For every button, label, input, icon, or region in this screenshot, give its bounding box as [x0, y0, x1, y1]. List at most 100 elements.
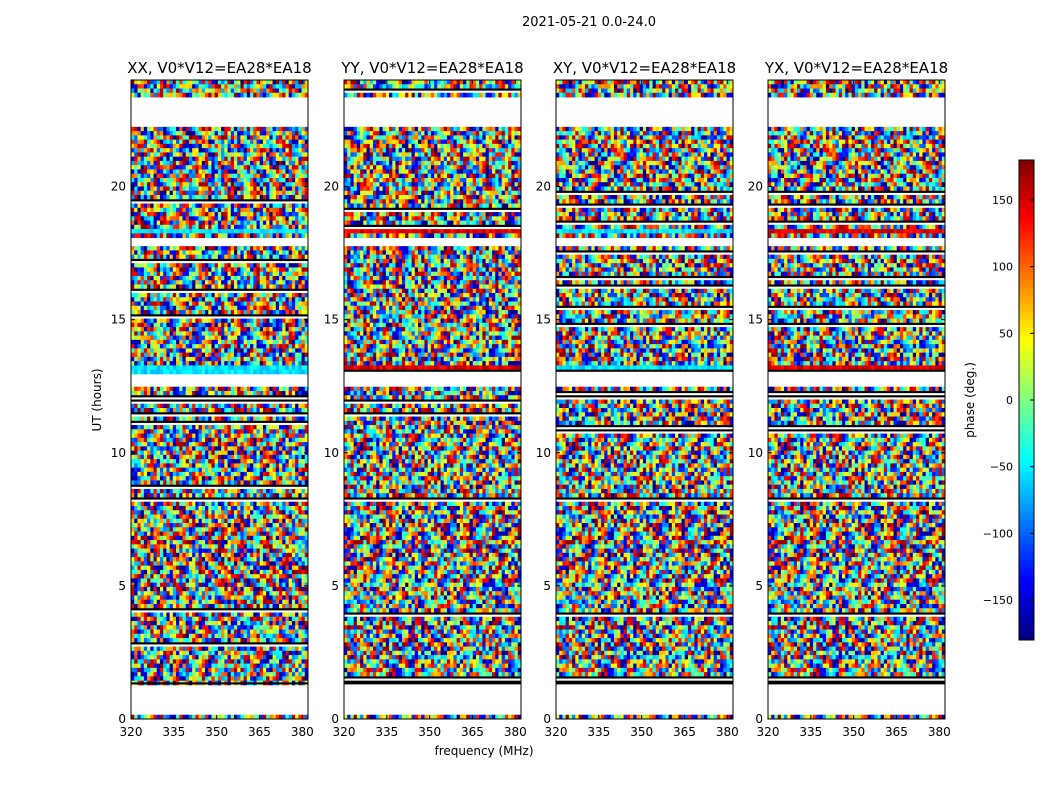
- colorbar-segment: [1019, 440, 1034, 445]
- colorbar-segment: [1019, 528, 1034, 533]
- colorbar-segment: [1019, 420, 1034, 425]
- colorbar-segment: [1019, 308, 1034, 313]
- colorbar-segment: [1019, 372, 1034, 377]
- x-tick-label: 380: [291, 725, 314, 739]
- colorbar-segment: [1019, 292, 1034, 297]
- colorbar-segment: [1019, 244, 1034, 249]
- colorbar-segment: [1019, 456, 1034, 461]
- colorbar-segment: [1019, 492, 1034, 497]
- colorbar-segment: [1019, 468, 1034, 473]
- colorbar-segment: [1019, 512, 1034, 517]
- colorbar-segment: [1019, 224, 1034, 229]
- colorbar-segment: [1019, 268, 1034, 273]
- axes-frame: [555, 79, 734, 720]
- colorbar-segment: [1019, 284, 1034, 289]
- y-tick-label: 0: [331, 712, 339, 726]
- colorbar-segment: [1019, 200, 1034, 205]
- colorbar-segment: [1019, 560, 1034, 565]
- colorbar-segment: [1019, 352, 1034, 357]
- colorbar-segment: [1019, 392, 1034, 397]
- colorbar-segment: [1019, 604, 1034, 609]
- axes-frame: [767, 79, 946, 720]
- colorbar-segment: [1019, 168, 1034, 173]
- colorbar-segment: [1019, 340, 1034, 345]
- colorbar-segment: [1019, 360, 1034, 365]
- y-tick-label: 5: [543, 579, 551, 593]
- x-tick-label: 380: [504, 725, 527, 739]
- colorbar-segment: [1019, 272, 1034, 277]
- colorbar-segment: [1019, 620, 1034, 625]
- x-tick-label: 380: [716, 725, 739, 739]
- colorbar-segment: [1019, 216, 1034, 221]
- colorbar-segment: [1019, 180, 1034, 185]
- suptitle: 2021-05-21 0.0-24.0: [522, 15, 656, 30]
- panel-title: YY, V0*V12=EA28*EA18: [340, 59, 523, 77]
- x-tick-label: 320: [757, 725, 780, 739]
- colorbar-segment: [1019, 572, 1034, 577]
- colorbar-segment: [1019, 524, 1034, 529]
- colorbar-segment: [1019, 344, 1034, 349]
- colorbar-segment: [1019, 356, 1034, 361]
- colorbar-segment: [1019, 460, 1034, 465]
- colorbar-segment: [1019, 480, 1034, 485]
- x-tick-label: 350: [205, 725, 228, 739]
- colorbar-segment: [1019, 396, 1034, 401]
- x-tick-label: 350: [842, 725, 865, 739]
- panels: XX, V0*V12=EA28*EA18 320 335 350 365 380 0 5 10 1…: [111, 59, 951, 739]
- colorbar-segment: [1019, 520, 1034, 525]
- colorbar-segment: [1019, 240, 1034, 245]
- colorbar-segment: [1019, 516, 1034, 521]
- colorbar-segment: [1019, 636, 1034, 641]
- colorbar-segment: [1019, 300, 1034, 305]
- colorbar-segment: [1019, 236, 1034, 241]
- y-tick-label: 15: [536, 313, 551, 327]
- colorbar-segment: [1019, 428, 1034, 433]
- colorbar-segment: [1019, 436, 1034, 441]
- y-tick-label: 20: [748, 180, 763, 194]
- colorbar: 150 100 50 0 −50 −100 −150: [983, 159, 1035, 641]
- x-tick-label: 335: [162, 725, 185, 739]
- colorbar-segment: [1019, 412, 1034, 417]
- panel-title: XY, V0*V12=EA28*EA18: [553, 59, 736, 77]
- colorbar-segment: [1019, 444, 1034, 449]
- x-tick-label: 350: [630, 725, 653, 739]
- colorbar-segment: [1019, 328, 1034, 333]
- x-tick-label: 335: [799, 725, 822, 739]
- y-tick-label: 10: [748, 446, 763, 460]
- panel-xy: XY, V0*V12=EA28*EA18 320 335 350 365 380 0 5 10 1…: [536, 59, 739, 739]
- colorbar-segment: [1019, 624, 1034, 629]
- colorbar-segment: [1019, 508, 1034, 513]
- axes-frame: [343, 79, 522, 720]
- x-tick-label: 380: [928, 725, 951, 739]
- x-tick-label: 350: [418, 725, 441, 739]
- x-tick-label: 365: [461, 725, 484, 739]
- colorbar-segment: [1019, 416, 1034, 421]
- y-tick-label: 0: [543, 712, 551, 726]
- colorbar-segment: [1019, 484, 1034, 489]
- colorbar-segment: [1019, 184, 1034, 189]
- colorbar-segment: [1019, 464, 1034, 469]
- colorbar-segment: [1019, 188, 1034, 193]
- colorbar-segment: [1019, 368, 1034, 373]
- colorbar-segment: [1019, 280, 1034, 285]
- colorbar-segment: [1019, 204, 1034, 209]
- colorbar-segment: [1019, 312, 1034, 317]
- colorbar-segment: [1019, 600, 1034, 605]
- colorbar-segment: [1019, 500, 1034, 505]
- colorbar-segment: [1019, 612, 1034, 617]
- colorbar-segment: [1019, 192, 1034, 197]
- x-tick-label: 365: [673, 725, 696, 739]
- colorbar-segment: [1019, 296, 1034, 301]
- colorbar-segment: [1019, 540, 1034, 545]
- panel-title: XX, V0*V12=EA28*EA18: [127, 59, 311, 77]
- colorbar-segment: [1019, 384, 1034, 389]
- colorbar-segment: [1019, 276, 1034, 281]
- phase-image-yy: [344, 80, 521, 719]
- colorbar-segment: [1019, 164, 1034, 169]
- axes-frame: [130, 79, 309, 720]
- colorbar-label: phase (deg.): [963, 362, 977, 438]
- y-tick-label: 10: [536, 446, 551, 460]
- colorbar-segment: [1019, 432, 1034, 437]
- x-tick-label: 320: [333, 725, 356, 739]
- colorbar-segment: [1019, 232, 1034, 237]
